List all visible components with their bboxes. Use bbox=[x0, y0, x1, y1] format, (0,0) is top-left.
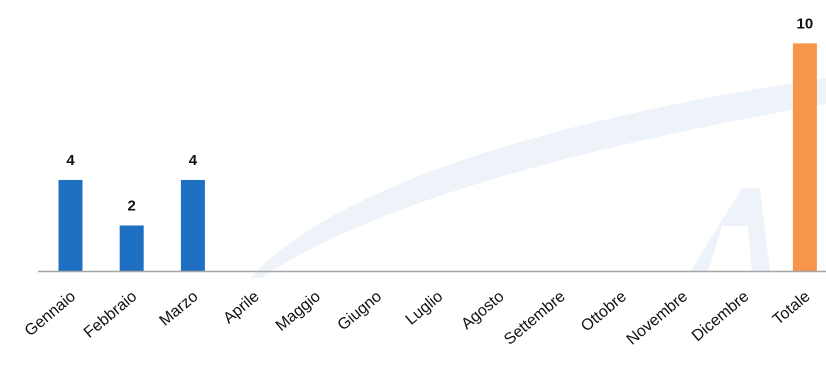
tick-label-dicembre: Dicembre bbox=[689, 288, 752, 345]
bar-gennaio bbox=[58, 179, 83, 271]
tick-label-maggio: Maggio bbox=[273, 288, 324, 335]
bar-totale bbox=[792, 43, 817, 271]
bar-marzo bbox=[180, 179, 205, 271]
watermark-swoosh bbox=[250, 78, 826, 278]
data-label-totale: 10 bbox=[797, 15, 814, 32]
tick-label-settembre: Settembre bbox=[501, 288, 569, 349]
bars-layer bbox=[58, 43, 817, 271]
tick-label-aprile: Aprile bbox=[220, 288, 262, 327]
bar-febbraio bbox=[119, 225, 144, 271]
data-labels-layer: 4 2 4 10 bbox=[66, 15, 813, 214]
tick-label-marzo: Marzo bbox=[156, 288, 201, 330]
tick-label-novembre: Novembre bbox=[624, 288, 692, 349]
tick-label-gennaio: Gennaio bbox=[22, 288, 79, 340]
tick-label-luglio: Luglio bbox=[403, 288, 447, 329]
tick-label-ottobre: Ottobre bbox=[578, 288, 630, 335]
x-axis-tick-labels: Gennaio Febbraio Marzo Aprile Maggio Giugno Lu… bbox=[22, 288, 814, 349]
tick-label-febbraio: Febbraio bbox=[81, 288, 140, 342]
watermark-letter bbox=[690, 188, 770, 272]
data-label-marzo: 4 bbox=[189, 152, 198, 169]
data-label-gennaio: 4 bbox=[66, 152, 75, 169]
background-watermark bbox=[250, 78, 826, 278]
tick-label-giugno: Giugno bbox=[335, 288, 386, 334]
tick-label-totale: Totale bbox=[770, 288, 814, 329]
data-label-febbraio: 2 bbox=[128, 197, 136, 214]
tick-label-agosto: Agosto bbox=[458, 288, 507, 333]
